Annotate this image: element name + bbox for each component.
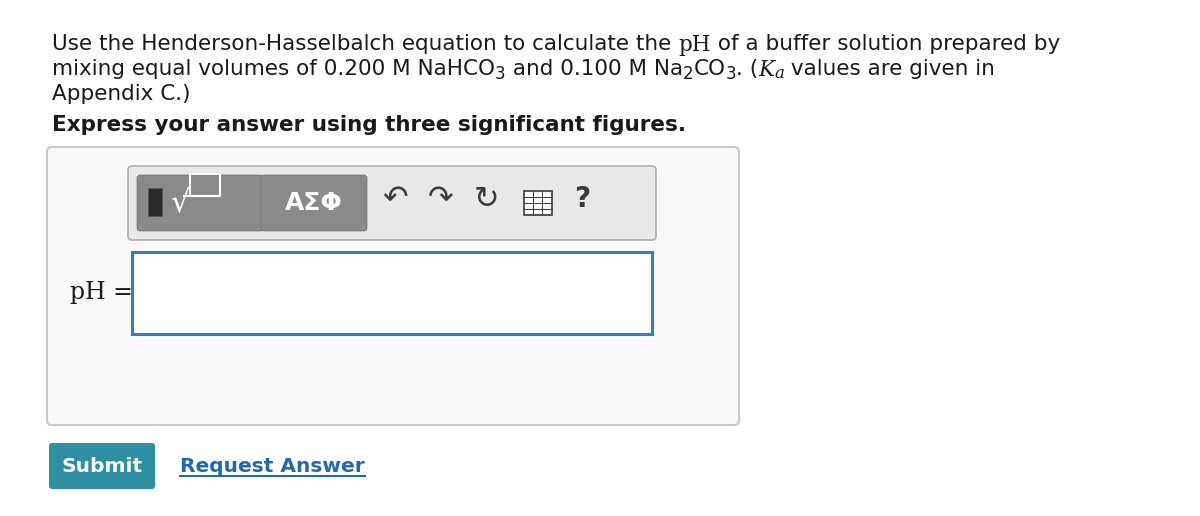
Text: 3: 3: [725, 65, 736, 83]
Text: ↻: ↻: [474, 185, 499, 214]
Text: Submit: Submit: [61, 457, 143, 476]
Text: √: √: [170, 188, 190, 217]
FancyBboxPatch shape: [137, 175, 263, 231]
Text: 3: 3: [496, 65, 505, 83]
Text: a: a: [774, 65, 784, 82]
FancyBboxPatch shape: [49, 443, 155, 489]
Text: and 0.100 M Na: and 0.100 M Na: [505, 59, 683, 79]
FancyBboxPatch shape: [262, 175, 367, 231]
Text: Appendix C.): Appendix C.): [52, 84, 191, 104]
Text: ?: ?: [574, 185, 590, 213]
Text: values are given in: values are given in: [784, 59, 995, 79]
Text: 2: 2: [683, 65, 694, 83]
Text: Request Answer: Request Answer: [180, 457, 365, 476]
Text: . (: . (: [736, 59, 758, 79]
Bar: [190, 174, 220, 196]
Text: mixing equal volumes of 0.200 M NaHCO: mixing equal volumes of 0.200 M NaHCO: [52, 59, 496, 79]
Bar: [524, 191, 552, 215]
Text: K: K: [758, 59, 774, 81]
Text: Express your answer using three significant figures.: Express your answer using three signific…: [52, 115, 686, 135]
Text: pH =: pH =: [70, 282, 133, 304]
Text: of a buffer solution prepared by: of a buffer solution prepared by: [710, 34, 1060, 54]
FancyBboxPatch shape: [128, 166, 656, 240]
FancyBboxPatch shape: [47, 147, 739, 425]
Text: AΣΦ: AΣΦ: [286, 191, 343, 215]
Bar: [148, 188, 162, 216]
Text: ↶: ↶: [382, 185, 408, 214]
Text: Use the Henderson-Hasselbalch equation to calculate the: Use the Henderson-Hasselbalch equation t…: [52, 34, 678, 54]
Bar: [132, 252, 652, 334]
Text: ↷: ↷: [428, 185, 454, 214]
Text: CO: CO: [694, 59, 725, 79]
Text: pH: pH: [678, 34, 710, 56]
